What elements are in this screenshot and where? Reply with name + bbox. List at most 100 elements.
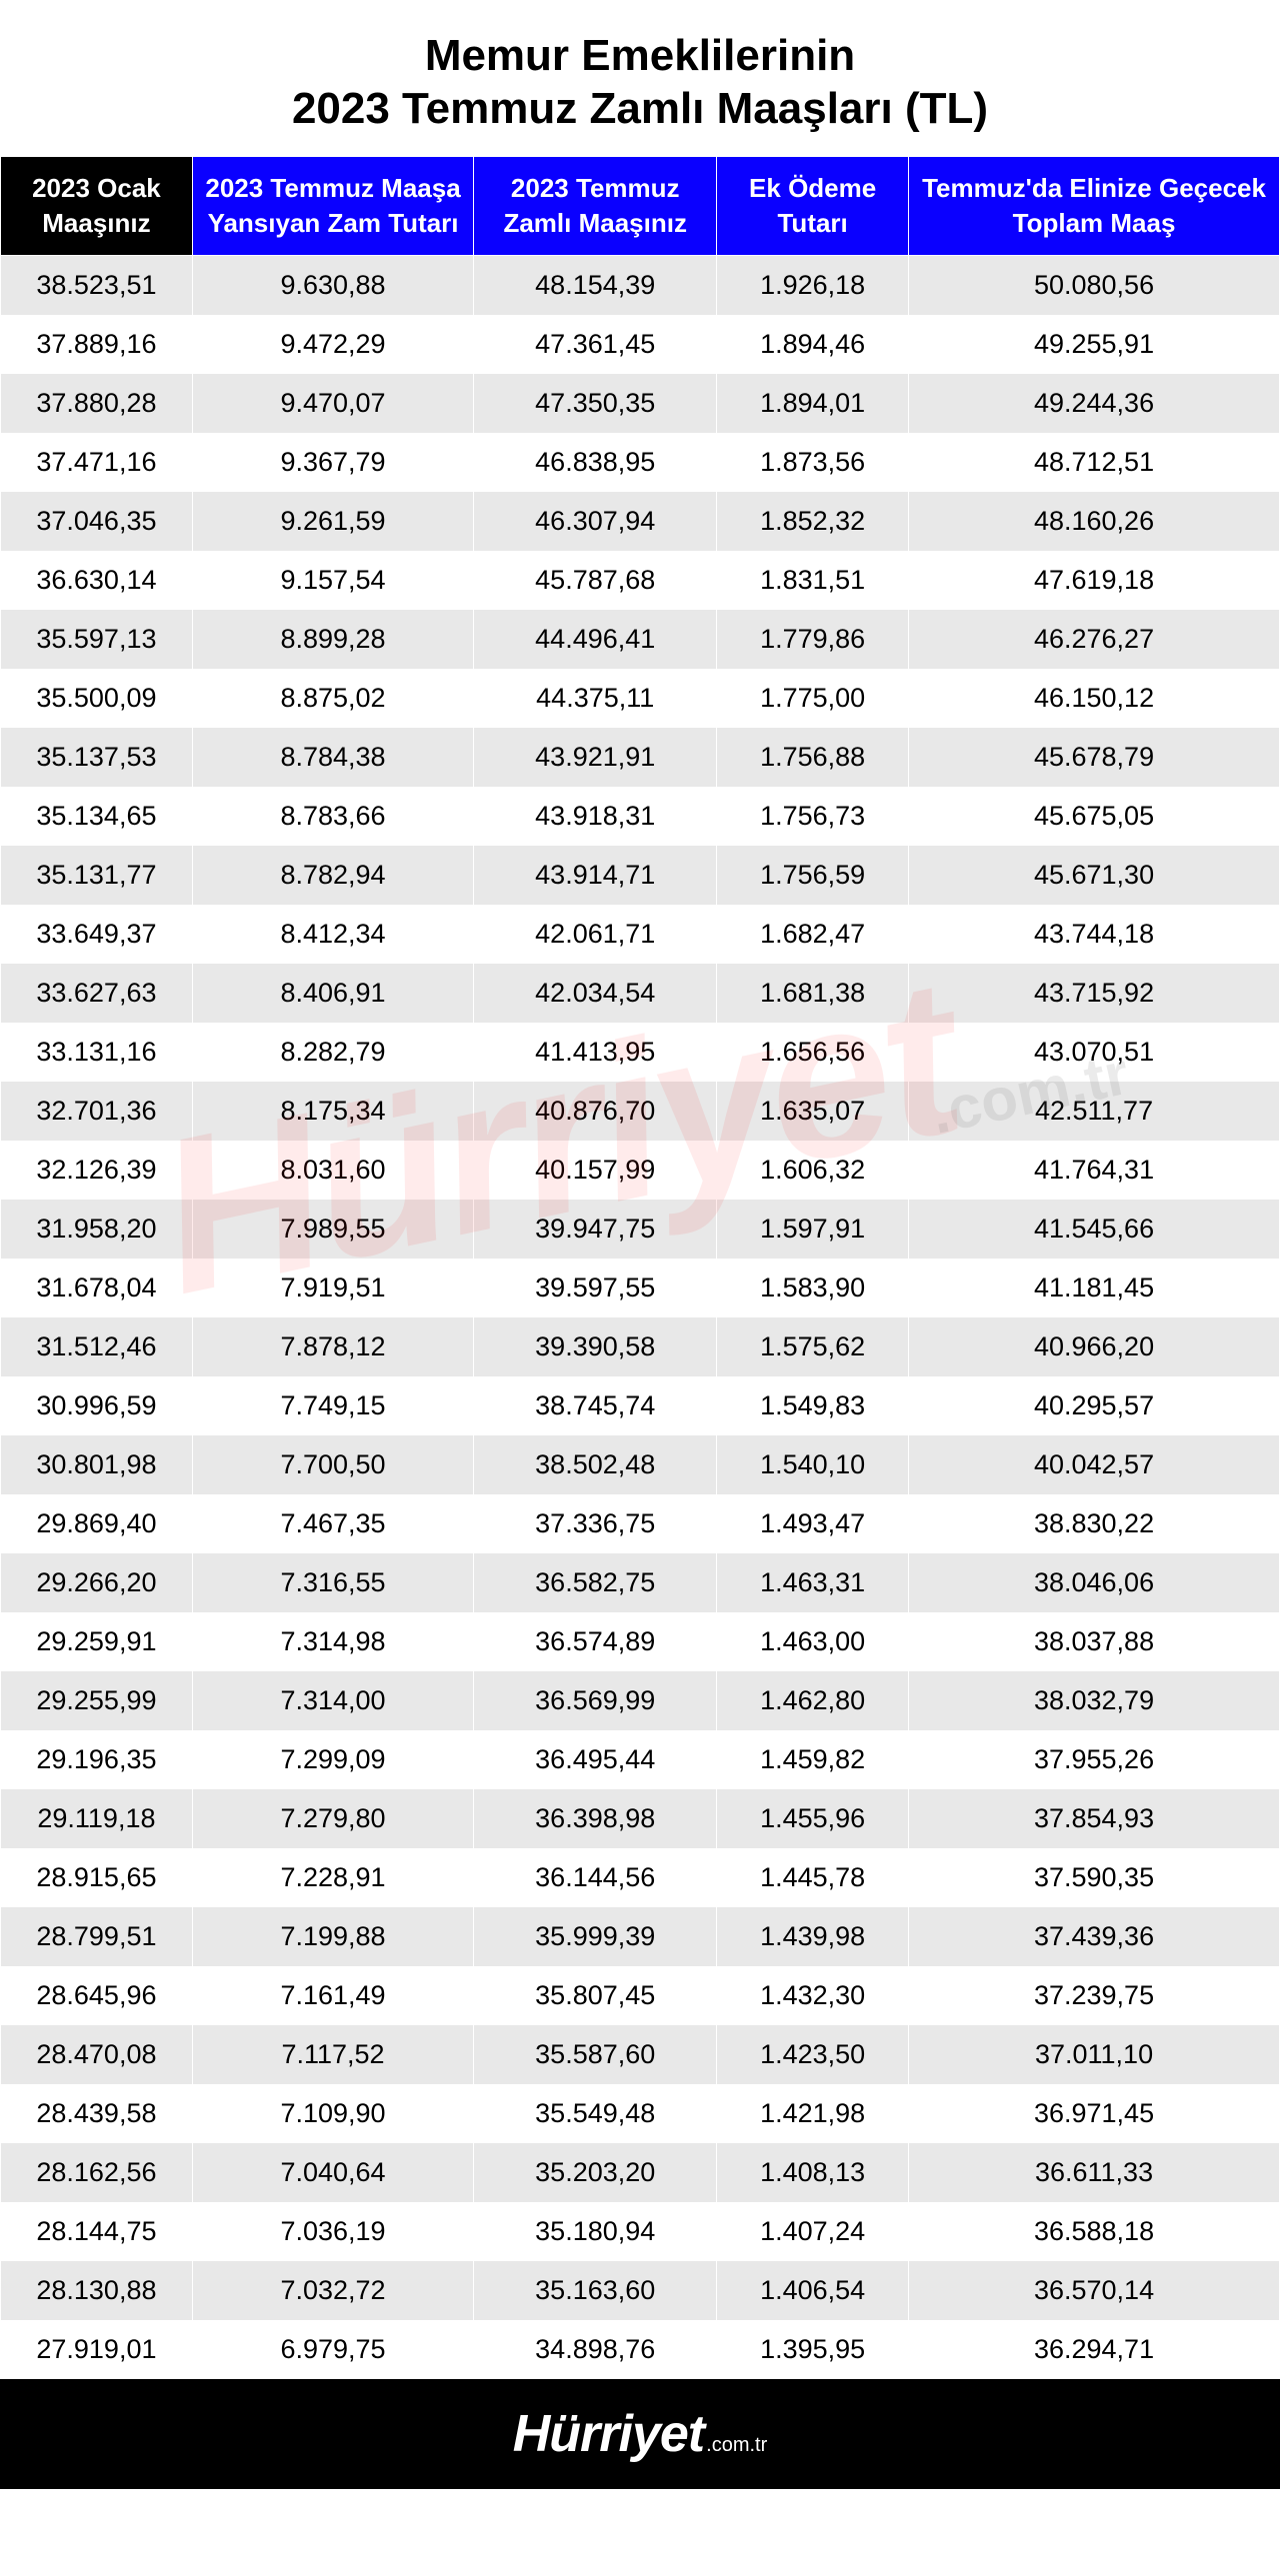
table-cell: 1.408,13 (717, 2143, 909, 2202)
table-cell: 1.894,46 (717, 315, 909, 374)
table-row: 37.471,169.367,7946.838,951.873,5648.712… (1, 433, 1280, 492)
table-cell: 35.137,53 (1, 728, 193, 787)
footer-logo: Hürriyet.com.tr (0, 2379, 1280, 2489)
table-cell: 35.999,39 (474, 1907, 717, 1966)
table-cell: 29.869,40 (1, 1494, 193, 1553)
table-cell: 9.261,59 (192, 492, 473, 551)
table-cell: 1.926,18 (717, 255, 909, 315)
table-cell: 49.255,91 (909, 315, 1280, 374)
table-cell: 39.947,75 (474, 1200, 717, 1259)
table-row: 37.889,169.472,2947.361,451.894,4649.255… (1, 315, 1280, 374)
table-cell: 31.678,04 (1, 1259, 193, 1317)
table-cell: 8.899,28 (192, 610, 473, 669)
table-cell: 28.799,51 (1, 1907, 193, 1966)
table-row: 31.512,467.878,1239.390,581.575,6240.966… (1, 1317, 1280, 1376)
col-header-ek-odeme: Ek Ödeme Tutarı (717, 156, 909, 255)
table-cell: 1.682,47 (717, 905, 909, 964)
table-cell: 39.597,55 (474, 1259, 717, 1317)
table-cell: 37.336,75 (474, 1494, 717, 1553)
table-cell: 37.471,16 (1, 433, 193, 492)
table-cell: 1.635,07 (717, 1082, 909, 1141)
table-cell: 1.395,95 (717, 2320, 909, 2379)
table-cell: 32.126,39 (1, 1141, 193, 1200)
table-row: 33.649,378.412,3442.061,711.682,4743.744… (1, 905, 1280, 964)
col-header-zam-tutari: 2023 Temmuz Maaşa Yansıyan Zam Tutarı (192, 156, 473, 255)
table-cell: 1.439,98 (717, 1907, 909, 1966)
table-cell: 7.878,12 (192, 1317, 473, 1376)
table-row: 28.439,587.109,9035.549,481.421,9836.971… (1, 2084, 1280, 2143)
table-cell: 38.032,79 (909, 1671, 1280, 1730)
table-cell: 7.161,49 (192, 1966, 473, 2025)
table-row: 29.266,207.316,5536.582,751.463,3138.046… (1, 1553, 1280, 1612)
table-cell: 1.423,50 (717, 2025, 909, 2084)
table-row: 37.046,359.261,5946.307,941.852,3248.160… (1, 492, 1280, 551)
table-cell: 40.042,57 (909, 1435, 1280, 1494)
table-cell: 1.656,56 (717, 1023, 909, 1082)
table-cell: 1.756,88 (717, 728, 909, 787)
table-row: 32.701,368.175,3440.876,701.635,0742.511… (1, 1082, 1280, 1141)
table-row: 29.259,917.314,9836.574,891.463,0038.037… (1, 1612, 1280, 1671)
table-cell: 47.350,35 (474, 374, 717, 433)
table-cell: 27.919,01 (1, 2320, 193, 2379)
title-line-1: Memur Emeklilerinin (20, 30, 1260, 83)
table-cell: 37.011,10 (909, 2025, 1280, 2084)
table-cell: 37.955,26 (909, 1730, 1280, 1789)
table-cell: 42.034,54 (474, 964, 717, 1023)
table-cell: 35.134,65 (1, 787, 193, 846)
table-cell: 1.575,62 (717, 1317, 909, 1376)
table-row: 30.996,597.749,1538.745,741.549,8340.295… (1, 1376, 1280, 1435)
table-cell: 7.314,98 (192, 1612, 473, 1671)
table-cell: 38.502,48 (474, 1435, 717, 1494)
table-cell: 1.493,47 (717, 1494, 909, 1553)
table-cell: 1.831,51 (717, 551, 909, 610)
salary-table: 2023 Ocak Maaşınız 2023 Temmuz Maaşa Yan… (0, 156, 1280, 2379)
table-cell: 45.675,05 (909, 787, 1280, 846)
table-row: 30.801,987.700,5038.502,481.540,1040.042… (1, 1435, 1280, 1494)
table-cell: 36.630,14 (1, 551, 193, 610)
table-cell: 44.375,11 (474, 669, 717, 728)
table-cell: 9.367,79 (192, 433, 473, 492)
table-row: 28.470,087.117,5235.587,601.423,5037.011… (1, 2025, 1280, 2084)
table-row: 31.958,207.989,5539.947,751.597,9141.545… (1, 1200, 1280, 1259)
table-cell: 9.157,54 (192, 551, 473, 610)
table-cell: 38.745,74 (474, 1376, 717, 1435)
table-row: 29.196,357.299,0936.495,441.459,8237.955… (1, 1730, 1280, 1789)
table-cell: 7.199,88 (192, 1907, 473, 1966)
table-cell: 1.894,01 (717, 374, 909, 433)
table-cell: 28.439,58 (1, 2084, 193, 2143)
table-cell: 31.512,46 (1, 1317, 193, 1376)
table-cell: 46.307,94 (474, 492, 717, 551)
table-cell: 1.462,80 (717, 1671, 909, 1730)
table-cell: 1.459,82 (717, 1730, 909, 1789)
table-row: 28.144,757.036,1935.180,941.407,2436.588… (1, 2202, 1280, 2261)
table-row: 31.678,047.919,5139.597,551.583,9041.181… (1, 1259, 1280, 1317)
table-cell: 41.413,95 (474, 1023, 717, 1082)
table-cell: 30.996,59 (1, 1376, 193, 1435)
table-cell: 47.619,18 (909, 551, 1280, 610)
table-cell: 8.782,94 (192, 846, 473, 905)
table-cell: 37.590,35 (909, 1848, 1280, 1907)
table-row: 27.919,016.979,7534.898,761.395,9536.294… (1, 2320, 1280, 2379)
table-cell: 38.523,51 (1, 255, 193, 315)
table-header: 2023 Ocak Maaşınız 2023 Temmuz Maaşa Yan… (1, 156, 1280, 255)
col-header-zamli-maas: 2023 Temmuz Zamlı Maaşınız (474, 156, 717, 255)
table-cell: 30.801,98 (1, 1435, 193, 1494)
table-cell: 35.587,60 (474, 2025, 717, 2084)
table-cell: 1.455,96 (717, 1789, 909, 1848)
table-cell: 37.239,75 (909, 1966, 1280, 2025)
table-cell: 36.398,98 (474, 1789, 717, 1848)
table-cell: 44.496,41 (474, 610, 717, 669)
table-cell: 8.175,34 (192, 1082, 473, 1141)
table-row: 33.131,168.282,7941.413,951.656,5643.070… (1, 1023, 1280, 1082)
table-cell: 1.549,83 (717, 1376, 909, 1435)
table-cell: 7.919,51 (192, 1259, 473, 1317)
table-cell: 33.649,37 (1, 905, 193, 964)
table-cell: 36.588,18 (909, 2202, 1280, 2261)
table-row: 37.880,289.470,0747.350,351.894,0149.244… (1, 374, 1280, 433)
table-cell: 7.040,64 (192, 2143, 473, 2202)
table-cell: 49.244,36 (909, 374, 1280, 433)
table-cell: 35.180,94 (474, 2202, 717, 2261)
table-cell: 38.037,88 (909, 1612, 1280, 1671)
table-cell: 7.700,50 (192, 1435, 473, 1494)
table-cell: 29.196,35 (1, 1730, 193, 1789)
